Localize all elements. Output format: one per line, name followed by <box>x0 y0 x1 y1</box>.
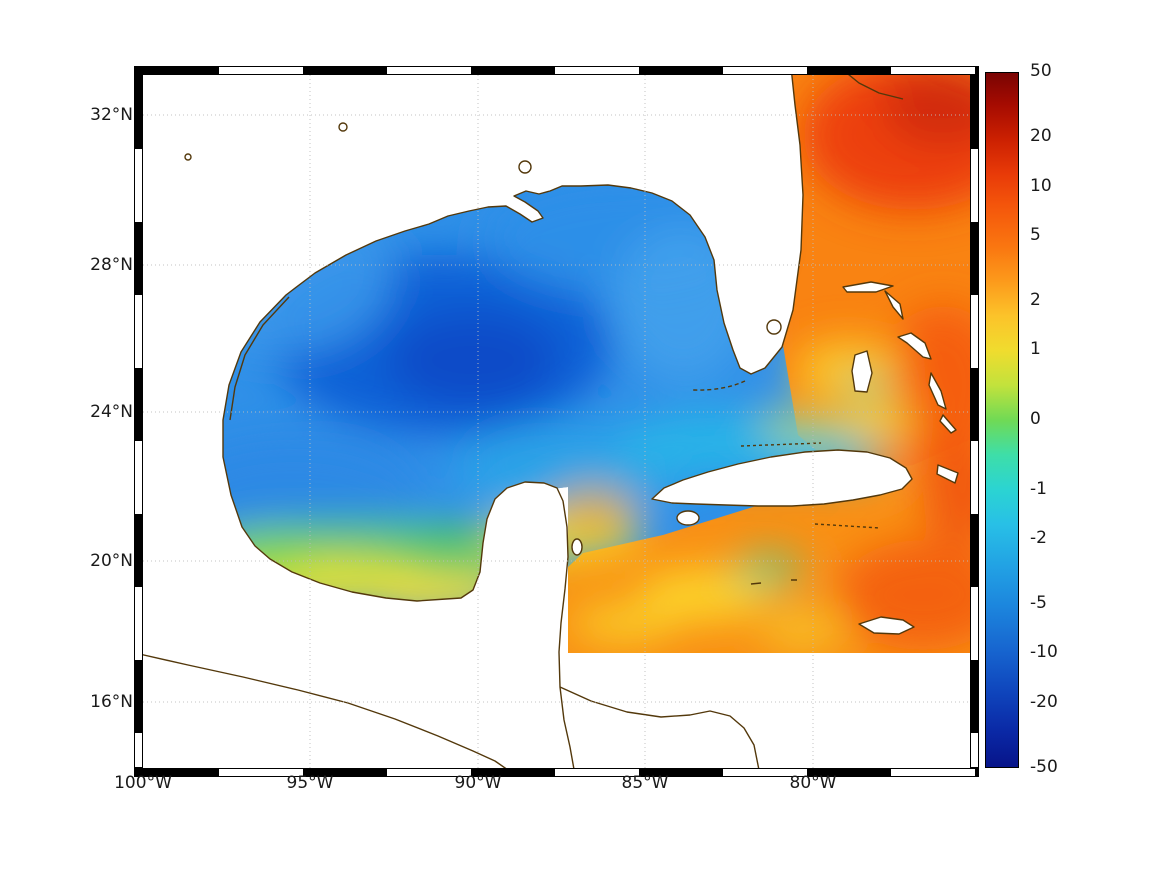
lake-pontchartrain <box>518 160 532 174</box>
laguna-madre-line <box>229 296 290 421</box>
colorbar-tick-m10: -10 <box>1030 642 1058 662</box>
colorbar-tick-5: 5 <box>1030 225 1041 245</box>
colorbar <box>985 72 1019 768</box>
x-tick-label-85w: 85°W <box>621 773 669 793</box>
y-tick-label-28n: 28°N <box>90 255 133 275</box>
lake-okeechobee <box>766 319 782 335</box>
map-frame-right <box>970 75 979 768</box>
land-mask <box>134 66 959 776</box>
y-tick-label-16n: 16°N <box>90 692 133 712</box>
coastline-pacific-mexico <box>134 652 509 771</box>
x-tick-label-80w: 80°W <box>789 773 837 793</box>
coastline-georgia <box>842 69 904 100</box>
map-svg <box>134 66 970 776</box>
x-tick-label-95w: 95°W <box>286 773 334 793</box>
map-frame-top <box>134 66 979 75</box>
colorbar-tick-0: 0 <box>1030 409 1041 429</box>
colorbar-tick-m1: -1 <box>1030 479 1047 499</box>
x-tick-label-90w: 90°W <box>454 773 502 793</box>
small-lake-2 <box>338 122 348 132</box>
colorbar-tick-m50: -50 <box>1030 757 1058 777</box>
y-tick-label-20n: 20°N <box>90 551 133 571</box>
coastline-honduras <box>559 686 760 771</box>
map-canvas <box>134 66 970 776</box>
x-tick-label-100w: 100°W <box>114 773 172 793</box>
isla-juventud <box>676 510 700 526</box>
colorbar-tick-50: 50 <box>1030 61 1052 81</box>
coastline-jamaica <box>858 616 915 635</box>
colorbar-tick-m20: -20 <box>1030 692 1058 712</box>
colorbar-tick-m2: -2 <box>1030 528 1047 548</box>
cuba-north-cays <box>740 442 822 447</box>
coastline-cuba <box>651 449 913 507</box>
cozumel <box>571 538 583 556</box>
colorbar-tick-2: 2 <box>1030 290 1041 310</box>
cayman-islands <box>750 579 797 585</box>
colorbar-tick-20: 20 <box>1030 126 1052 146</box>
bahamas-islands <box>842 281 959 484</box>
colorbar-tick-10: 10 <box>1030 176 1052 196</box>
y-tick-label-24n: 24°N <box>90 402 133 422</box>
colorbar-tick-1: 1 <box>1030 339 1041 359</box>
cuba-south-cays <box>814 523 881 529</box>
coastline-mainland-and-florida <box>134 66 804 776</box>
y-tick-label-32n: 32°N <box>90 105 133 125</box>
map-frame-bottom <box>134 768 979 777</box>
small-lake-1 <box>184 153 192 161</box>
colorbar-tick-m5: -5 <box>1030 593 1047 613</box>
map-frame-left <box>134 75 143 768</box>
